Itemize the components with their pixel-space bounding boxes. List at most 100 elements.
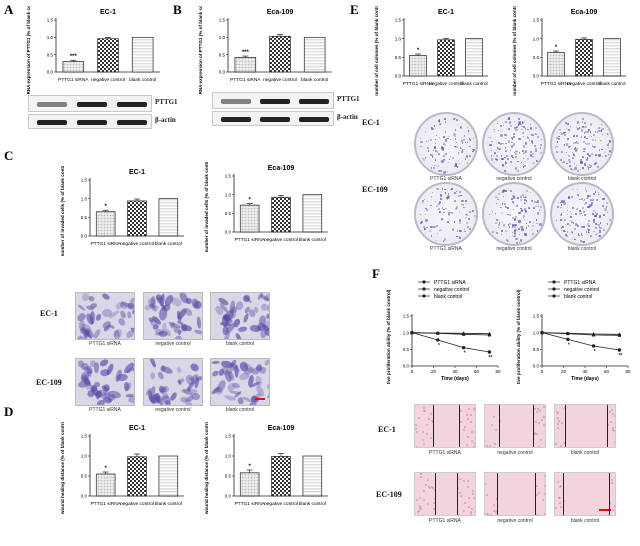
y-tick-label: 0.5	[533, 55, 540, 60]
y-tick-label: 0.0	[533, 364, 540, 369]
bar	[239, 472, 260, 497]
x-axis-label: Time (days)	[441, 376, 469, 382]
y-tick-label: 1.0	[225, 192, 232, 197]
data-point	[617, 332, 622, 336]
migrating-cell	[467, 496, 470, 499]
migrating-cell	[415, 424, 418, 427]
migrating-cell	[486, 444, 489, 447]
wound-edge-line	[497, 473, 498, 515]
legend-marker	[552, 280, 556, 284]
y-axis-label: number of cell colonies (% of blank cont…	[374, 6, 379, 96]
migrating-cell	[459, 477, 462, 480]
migrating-cell	[608, 446, 611, 447]
colony-dish-ec1-negative	[482, 112, 546, 176]
western-blot-eca109-pttg1	[212, 92, 334, 109]
bar-chart-d1: EC-1 wound healing distance (% of blank c…	[60, 422, 184, 515]
row-label-f-ec1: EC-1	[378, 425, 396, 434]
significance-marker: *	[248, 464, 251, 470]
legend-marker	[422, 294, 426, 298]
migrating-cell	[534, 431, 537, 434]
y-axis-label: relative proliferation ability (% of bla…	[516, 289, 521, 384]
migrating-cell	[613, 415, 615, 418]
bar	[127, 456, 147, 497]
migrating-cell	[426, 423, 429, 426]
migrating-cell	[423, 489, 426, 492]
significance-marker: *	[417, 48, 420, 54]
bar	[97, 38, 119, 73]
migrating-cell	[420, 508, 423, 511]
bar	[465, 38, 483, 77]
y-tick-label: 1.5	[225, 434, 232, 439]
invaded-cell	[101, 293, 111, 301]
invaded-cell	[264, 359, 269, 366]
caption-f-ec1-sirna: PTTG1 siRNA	[429, 450, 461, 456]
migrating-cell	[535, 411, 538, 414]
x-tick-label: 20	[561, 369, 567, 374]
row-label-c-ec109: EC-109	[36, 378, 62, 387]
x-tick-label: 40	[582, 369, 588, 374]
x-tick-label: negative control	[264, 501, 298, 507]
legend-label: negative control	[564, 287, 599, 293]
y-tick-label: 1.5	[403, 314, 410, 319]
migrating-cell	[432, 502, 435, 505]
migrating-cell	[459, 409, 462, 412]
migrating-cell	[472, 490, 475, 493]
bar-chart-b: Eca-109 mRNA expression of PTTG1 (% of bl…	[198, 6, 332, 94]
migrating-cell	[462, 428, 465, 431]
wound-image-ec1-negative	[484, 404, 546, 448]
migrating-cell	[430, 437, 433, 440]
migrating-cell	[608, 411, 611, 414]
chart-title: EC-1	[129, 425, 145, 432]
y-tick-label: 0.5	[219, 52, 226, 57]
migrating-cell	[472, 496, 475, 499]
migrating-cell	[466, 486, 469, 489]
migrating-cell	[431, 420, 434, 423]
x-tick-label: blank control	[301, 77, 328, 83]
migrating-cell	[457, 514, 460, 515]
migrating-cell	[559, 505, 562, 508]
bar	[303, 36, 326, 73]
legend-marker	[422, 287, 426, 291]
wound-edge-line	[433, 405, 434, 447]
y-tick-label: 1.0	[403, 330, 410, 335]
migrating-cell	[557, 480, 560, 483]
migrating-cell	[427, 479, 430, 482]
series-line	[541, 332, 620, 351]
migrating-cell	[493, 510, 496, 512]
data-point	[566, 331, 570, 335]
migrating-cell	[489, 514, 492, 515]
wound-edge-line	[499, 405, 500, 447]
migrating-cell	[544, 475, 545, 478]
migrating-cell	[488, 445, 491, 447]
y-tick-label: 1.0	[395, 36, 402, 41]
y-tick-label: 1.5	[533, 18, 540, 23]
caption-e-ec109-negative: negative control	[496, 246, 532, 252]
invasion-image-ec1-sirna	[75, 292, 135, 340]
legend-label: PTTG1 siRNA	[564, 280, 596, 286]
chart-title: EC-1	[100, 9, 116, 16]
y-tick-label: 1.0	[81, 196, 88, 201]
chart-title: EC-1	[438, 9, 454, 16]
x-axis-label: Time (days)	[571, 376, 599, 382]
bar	[409, 55, 427, 77]
y-tick-label: 1.0	[225, 454, 232, 459]
x-tick-label: 0	[411, 369, 414, 374]
invaded-cell	[237, 326, 248, 333]
invaded-cell	[88, 295, 96, 303]
bar-chart-e1: EC-1 number of cell colonies (% of blank …	[374, 6, 488, 96]
scale-bar-c	[255, 398, 265, 400]
legend-label: blank control	[434, 294, 462, 300]
wound-image-ec109-sirna	[414, 472, 476, 516]
migrating-cell	[419, 476, 422, 479]
invaded-cell	[149, 371, 156, 380]
migrating-cell	[467, 408, 470, 411]
row-label-e-ec1: EC-1	[362, 118, 380, 127]
x-tick-label: PTTG1 siRNA	[90, 501, 121, 507]
x-tick-label: blank control	[299, 501, 326, 507]
bar	[158, 198, 179, 237]
data-point	[410, 330, 414, 335]
significance-marker: *	[464, 351, 466, 357]
caption-c-ec1-sirna: PTTG1 siRNA	[89, 341, 121, 347]
migrating-cell	[537, 407, 540, 410]
